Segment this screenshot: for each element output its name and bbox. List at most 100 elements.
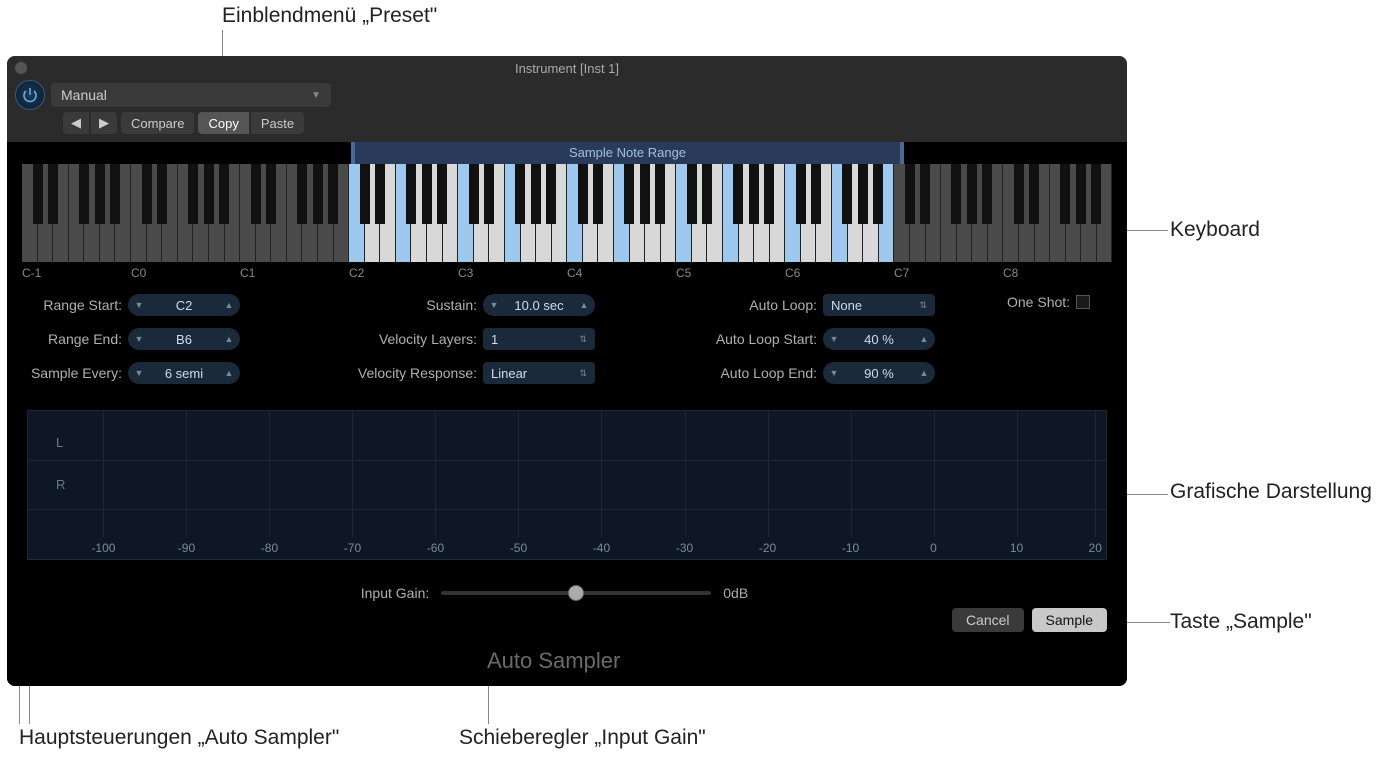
- black-key[interactable]: [313, 164, 323, 224]
- callout-sample-btn: Taste „Sample": [1170, 610, 1312, 634]
- dec-icon[interactable]: ▼: [130, 294, 148, 316]
- cancel-button[interactable]: Cancel: [952, 608, 1024, 632]
- black-key[interactable]: [687, 164, 697, 224]
- stepper-range-end[interactable]: ▼ B6 ▲: [128, 328, 240, 350]
- black-key[interactable]: [266, 164, 276, 224]
- black-key[interactable]: [157, 164, 167, 224]
- inc-icon[interactable]: ▲: [220, 294, 238, 316]
- label-vel-layers: Velocity Layers:: [347, 331, 477, 347]
- black-key[interactable]: [593, 164, 603, 224]
- black-key[interactable]: [484, 164, 494, 224]
- slider-thumb[interactable]: [568, 585, 584, 601]
- black-key[interactable]: [406, 164, 416, 224]
- black-key[interactable]: [842, 164, 852, 224]
- black-key[interactable]: [328, 164, 338, 224]
- sample-range-bar[interactable]: Sample Note Range: [351, 142, 904, 164]
- black-key[interactable]: [1060, 164, 1070, 224]
- black-key[interactable]: [920, 164, 930, 224]
- inc-icon[interactable]: ▲: [575, 294, 593, 316]
- wf-x-label: -60: [427, 541, 444, 555]
- black-key[interactable]: [422, 164, 432, 224]
- black-key[interactable]: [33, 164, 43, 224]
- black-key[interactable]: [297, 164, 307, 224]
- params-panel: Range Start: ▼ C2 ▲ Range End: ▼ B6 ▲ Sa…: [27, 294, 1107, 404]
- copy-button[interactable]: Copy: [198, 112, 248, 134]
- checkbox-one-shot[interactable]: [1076, 295, 1090, 309]
- black-key[interactable]: [655, 164, 665, 224]
- callout-keyboard: Keyboard: [1170, 218, 1260, 242]
- input-gain-value: 0dB: [723, 585, 773, 601]
- sample-button[interactable]: Sample: [1032, 608, 1107, 632]
- black-key[interactable]: [110, 164, 120, 224]
- paste-button[interactable]: Paste: [251, 112, 304, 134]
- black-key[interactable]: [1091, 164, 1101, 224]
- prev-button[interactable]: ◀: [63, 112, 89, 134]
- octave-label: C6: [785, 266, 800, 280]
- black-key[interactable]: [873, 164, 883, 224]
- black-key[interactable]: [967, 164, 977, 224]
- black-key[interactable]: [624, 164, 634, 224]
- black-key[interactable]: [1029, 164, 1039, 224]
- preset-dropdown[interactable]: Manual ▼: [51, 83, 331, 107]
- inc-icon[interactable]: ▲: [220, 362, 238, 384]
- stepper-sample-every[interactable]: ▼ 6 semi ▲: [128, 362, 240, 384]
- stepper-auto-loop-start[interactable]: ▼ 40 % ▲: [823, 328, 935, 350]
- inc-icon[interactable]: ▲: [915, 362, 933, 384]
- keyboard[interactable]: [22, 164, 1112, 262]
- dec-icon[interactable]: ▼: [130, 362, 148, 384]
- callout-preset: Einblendmenü „Preset": [222, 4, 437, 28]
- wf-x-label: 20: [1089, 541, 1102, 555]
- dec-icon[interactable]: ▼: [130, 328, 148, 350]
- next-button[interactable]: ▶: [91, 112, 117, 134]
- dec-icon[interactable]: ▼: [825, 362, 843, 384]
- black-key[interactable]: [188, 164, 198, 224]
- black-key[interactable]: [702, 164, 712, 224]
- black-key[interactable]: [251, 164, 261, 224]
- black-key[interactable]: [796, 164, 806, 224]
- black-key[interactable]: [733, 164, 743, 224]
- label-one-shot: One Shot:: [1007, 294, 1070, 310]
- black-key[interactable]: [1076, 164, 1086, 224]
- stepper-range-start[interactable]: ▼ C2 ▲: [128, 294, 240, 316]
- black-key[interactable]: [204, 164, 214, 224]
- black-key[interactable]: [142, 164, 152, 224]
- select-auto-loop[interactable]: None ⇅: [823, 294, 935, 316]
- compare-button[interactable]: Compare: [121, 112, 194, 134]
- black-key[interactable]: [375, 164, 385, 224]
- black-key[interactable]: [982, 164, 992, 224]
- black-key[interactable]: [764, 164, 774, 224]
- wf-x-label: -50: [510, 541, 527, 555]
- black-key[interactable]: [1014, 164, 1024, 224]
- inc-icon[interactable]: ▲: [915, 328, 933, 350]
- close-icon[interactable]: [15, 62, 27, 74]
- black-key[interactable]: [48, 164, 58, 224]
- label-input-gain: Input Gain:: [361, 585, 430, 601]
- black-key[interactable]: [531, 164, 541, 224]
- dec-icon[interactable]: ▼: [825, 328, 843, 350]
- select-vel-resp[interactable]: Linear ⇅: [483, 362, 595, 384]
- black-key[interactable]: [951, 164, 961, 224]
- select-vel-layers[interactable]: 1 ⇅: [483, 328, 595, 350]
- black-key[interactable]: [437, 164, 447, 224]
- black-key[interactable]: [640, 164, 650, 224]
- inc-icon[interactable]: ▲: [220, 328, 238, 350]
- black-key[interactable]: [546, 164, 556, 224]
- black-key[interactable]: [811, 164, 821, 224]
- label-sustain: Sustain:: [347, 297, 477, 313]
- black-key[interactable]: [858, 164, 868, 224]
- dec-icon[interactable]: ▼: [485, 294, 503, 316]
- stepper-auto-loop-end[interactable]: ▼ 90 % ▲: [823, 362, 935, 384]
- black-key[interactable]: [219, 164, 229, 224]
- power-button[interactable]: [15, 80, 45, 110]
- black-key[interactable]: [749, 164, 759, 224]
- black-key[interactable]: [79, 164, 89, 224]
- black-key[interactable]: [360, 164, 370, 224]
- black-key[interactable]: [578, 164, 588, 224]
- black-key[interactable]: [515, 164, 525, 224]
- input-gain-slider[interactable]: [441, 591, 711, 595]
- black-key[interactable]: [905, 164, 915, 224]
- black-key[interactable]: [469, 164, 479, 224]
- stepper-sustain[interactable]: ▼ 10.0 sec ▲: [483, 294, 595, 316]
- chevron-updown-icon: ⇅: [579, 368, 587, 379]
- black-key[interactable]: [95, 164, 105, 224]
